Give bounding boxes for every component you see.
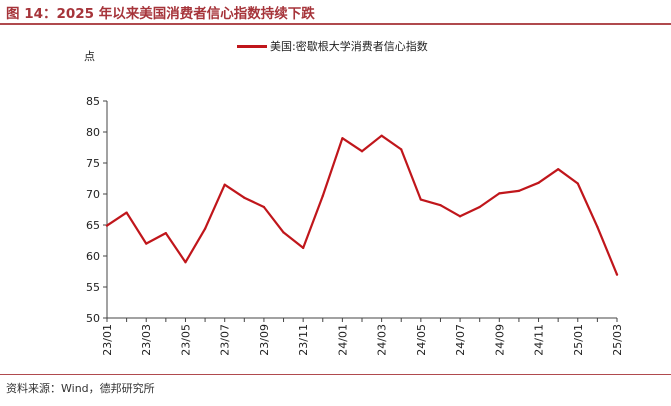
y-axis-unit-label: 点 bbox=[84, 50, 95, 63]
data-point bbox=[262, 205, 266, 209]
title-rule bbox=[0, 23, 671, 25]
x-tick-label: 24/03 bbox=[376, 324, 389, 356]
data-point bbox=[164, 231, 167, 235]
data-point bbox=[439, 204, 442, 207]
x-tick-label: 23/03 bbox=[140, 324, 153, 356]
data-point bbox=[458, 215, 462, 218]
series-line bbox=[105, 134, 619, 276]
data-point bbox=[537, 181, 540, 184]
x-tick-label: 23/11 bbox=[297, 324, 310, 356]
y-tick-label: 85 bbox=[86, 95, 100, 108]
data-point bbox=[223, 183, 226, 186]
data-point bbox=[596, 225, 599, 228]
data-point bbox=[478, 205, 481, 209]
x-tick-label: 24/07 bbox=[454, 324, 467, 356]
data-point bbox=[321, 194, 324, 197]
x-tick-label: 24/11 bbox=[533, 324, 546, 356]
data-point bbox=[576, 182, 579, 185]
data-point bbox=[615, 273, 619, 276]
data-point bbox=[184, 261, 187, 264]
legend-label: 美国:密歇根大学消费者信心指数 bbox=[270, 40, 428, 53]
data-point bbox=[341, 137, 344, 140]
y-tick-label: 75 bbox=[86, 157, 100, 170]
data-point bbox=[105, 224, 109, 227]
x-tick-label: 24/09 bbox=[493, 324, 506, 356]
x-tick-label: 23/07 bbox=[219, 324, 232, 356]
data-point bbox=[419, 198, 422, 201]
source-rule bbox=[0, 374, 671, 375]
y-tick-label: 80 bbox=[86, 126, 100, 139]
y-tick-label: 60 bbox=[86, 250, 100, 263]
data-point bbox=[282, 231, 285, 234]
data-point bbox=[557, 168, 560, 171]
y-tick-label: 65 bbox=[86, 219, 100, 232]
data-point bbox=[125, 211, 128, 214]
x-tick-label: 25/03 bbox=[611, 324, 624, 356]
legend: 美国:密歇根大学消费者信心指数 bbox=[237, 38, 428, 54]
x-tick-label: 23/05 bbox=[179, 324, 192, 356]
data-point bbox=[380, 134, 383, 137]
y-tick-label: 50 bbox=[86, 312, 100, 325]
legend-line-swatch bbox=[237, 44, 267, 48]
series-layer bbox=[105, 134, 619, 276]
data-point bbox=[243, 196, 246, 199]
data-point bbox=[498, 192, 501, 195]
source-note: 资料来源：Wind，德邦研究所 bbox=[6, 382, 155, 395]
data-point bbox=[360, 150, 364, 153]
x-axis: 23/01 23/03 23/05 23/07 23/09 23/11 24/01 24/03… bbox=[101, 317, 624, 356]
x-tick-label: 25/01 bbox=[572, 324, 585, 356]
x-tick-label: 23/09 bbox=[258, 324, 271, 356]
x-tick-label: 24/05 bbox=[415, 324, 428, 356]
figure-title: 图 14：2025 年以来美国消费者信心指数持续下跌 bbox=[6, 6, 315, 22]
x-tick-label: 23/01 bbox=[101, 324, 114, 356]
y-tick-label: 70 bbox=[86, 188, 100, 201]
y-tick-label: 55 bbox=[86, 281, 100, 294]
data-point bbox=[517, 189, 521, 192]
data-point bbox=[203, 227, 207, 230]
y-axis: 50 55 60 65 70 75 80 85 bbox=[86, 95, 108, 325]
data-point bbox=[400, 148, 403, 151]
x-tick-label: 24/01 bbox=[336, 324, 349, 356]
data-point bbox=[302, 246, 305, 250]
data-point bbox=[145, 242, 148, 245]
